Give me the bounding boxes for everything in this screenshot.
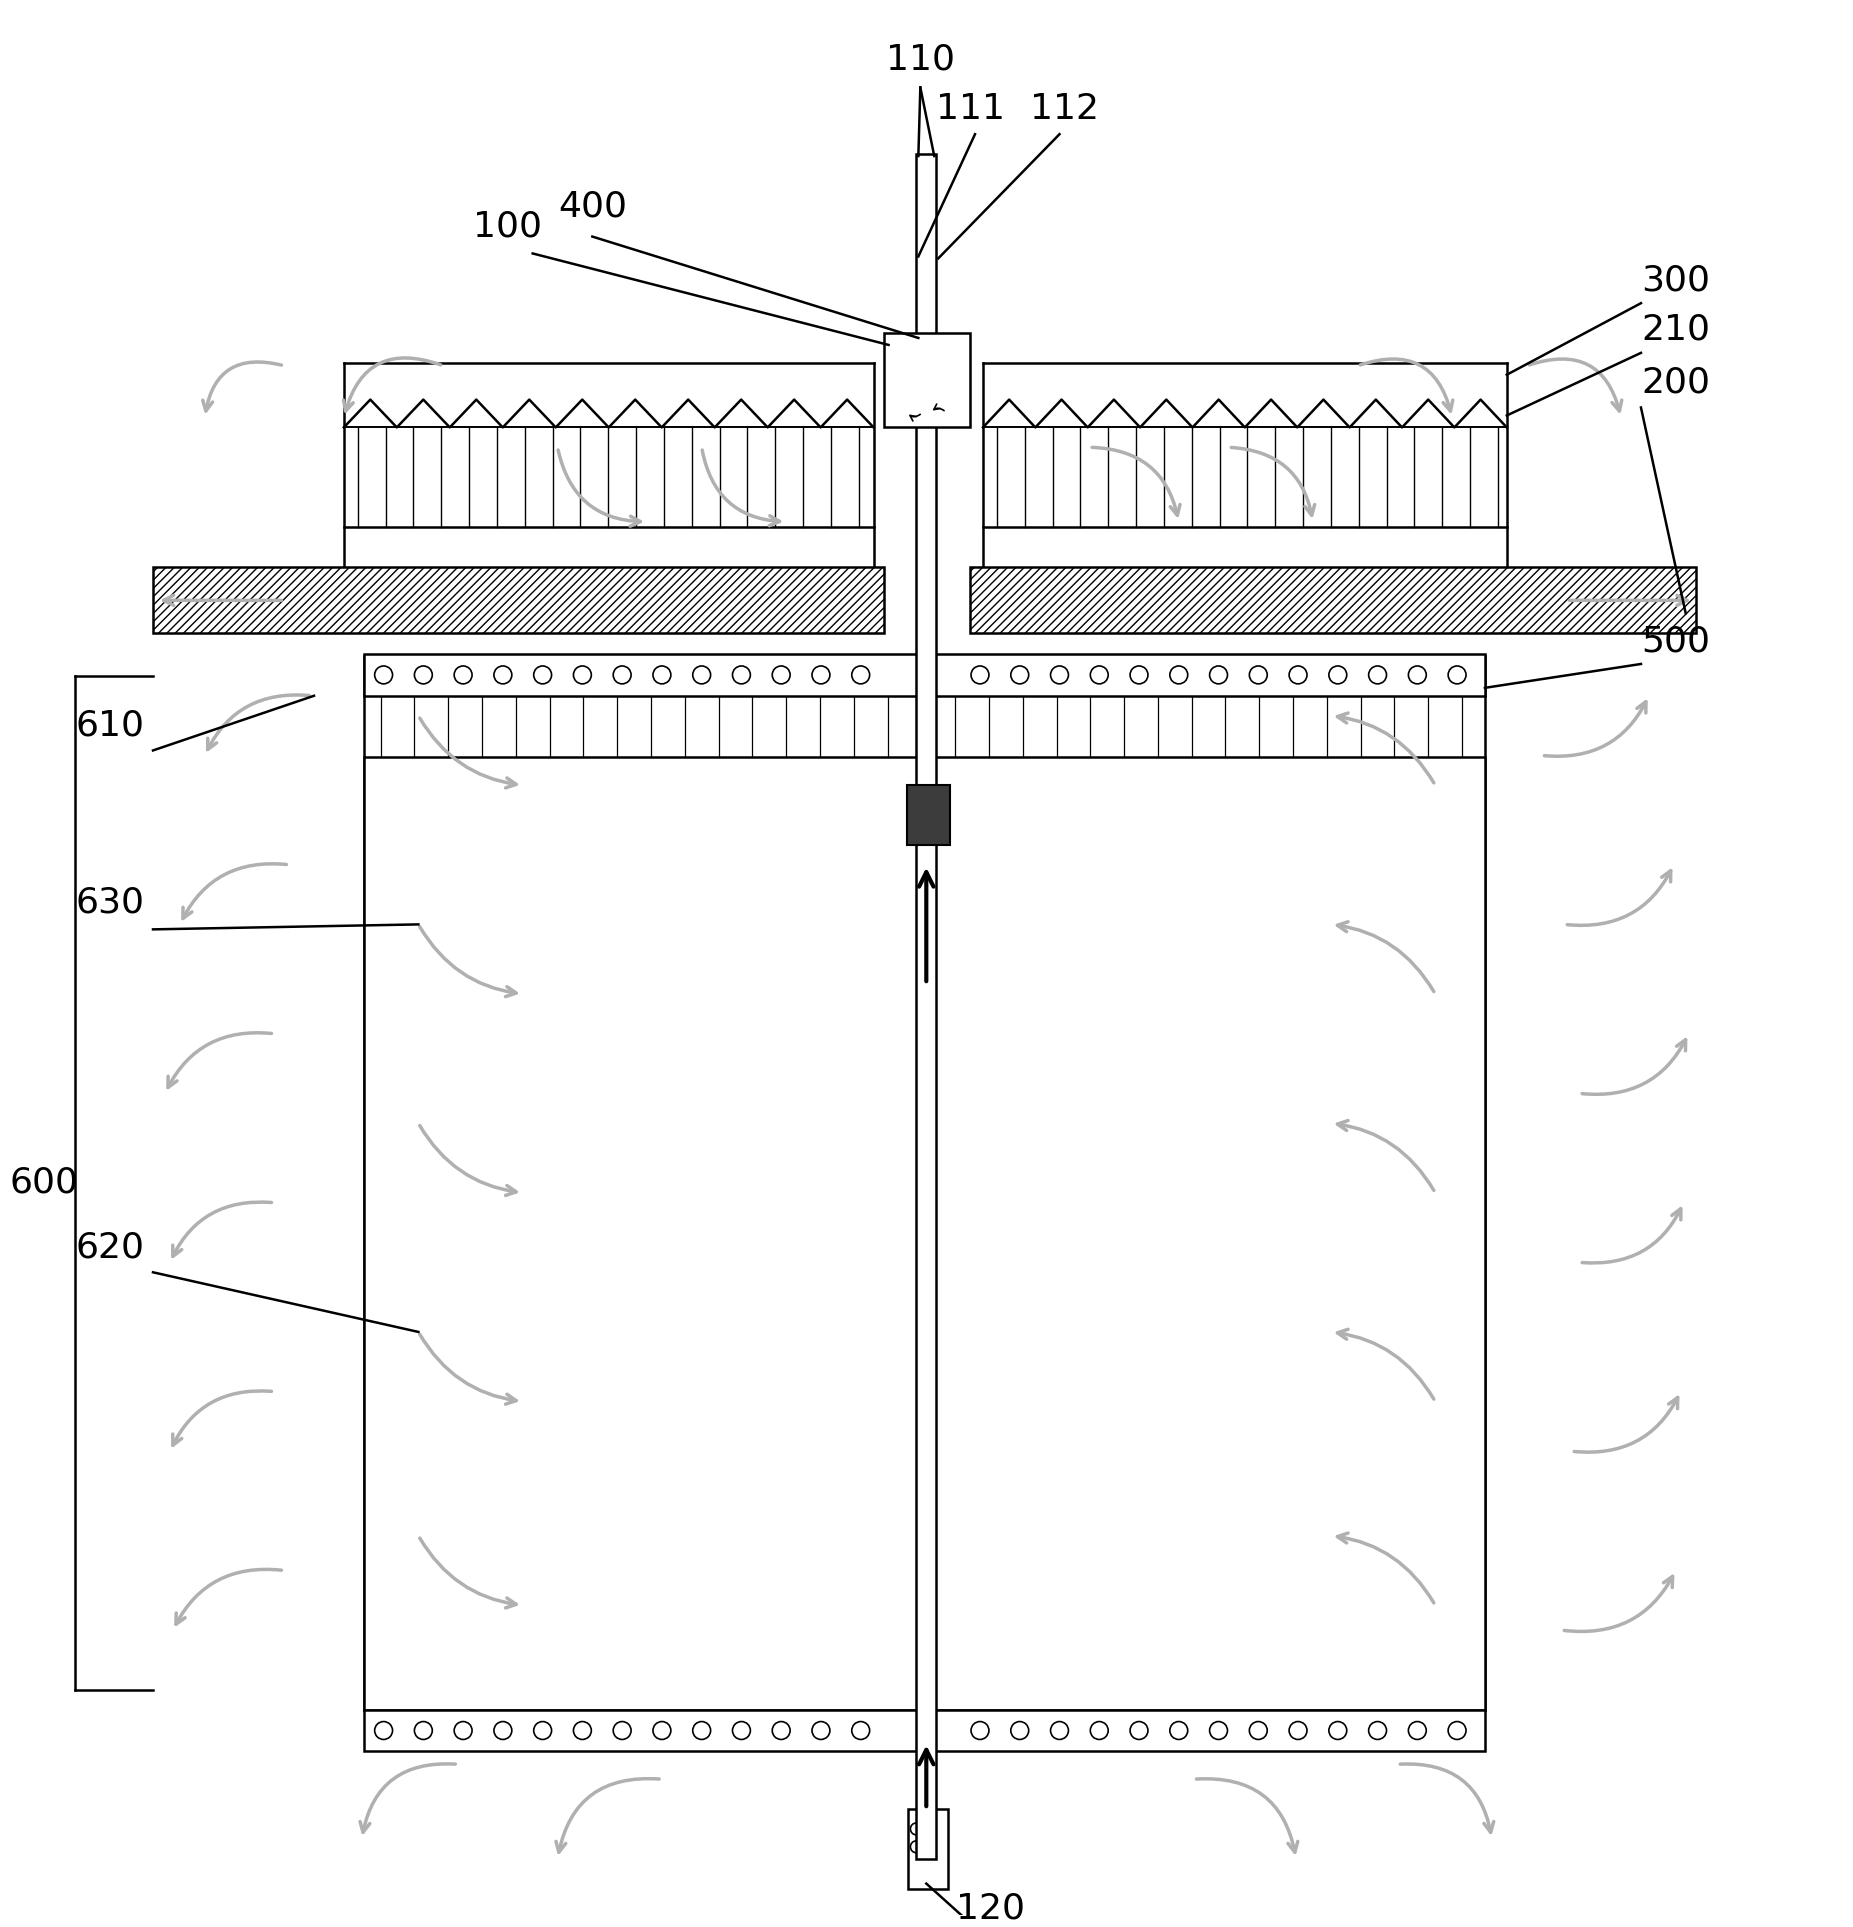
Text: 600: 600 (9, 1166, 78, 1201)
Bar (363, 1709, 1484, 1752)
Text: 210: 210 (1642, 312, 1710, 347)
Bar (969, 567, 1695, 634)
Text: 620: 620 (76, 1231, 145, 1264)
Text: 110: 110 (886, 42, 954, 77)
Text: 111: 111 (936, 92, 1004, 127)
Bar (884, 333, 969, 428)
Text: 500: 500 (1642, 624, 1710, 659)
Text: 400: 400 (558, 189, 626, 224)
Text: 100: 100 (473, 210, 543, 243)
Text: 200: 200 (1642, 366, 1710, 399)
Bar (917, 154, 936, 1860)
Text: 300: 300 (1642, 264, 1710, 297)
Text: 112: 112 (1030, 92, 1099, 127)
Bar (363, 653, 1484, 696)
Bar (908, 784, 951, 844)
Bar (363, 655, 1484, 1709)
Text: 610: 610 (76, 709, 145, 742)
Bar (908, 1809, 949, 1888)
Text: 630: 630 (76, 886, 145, 919)
Bar (154, 567, 884, 634)
Text: 120: 120 (956, 1892, 1025, 1925)
Bar (363, 757, 1484, 1709)
